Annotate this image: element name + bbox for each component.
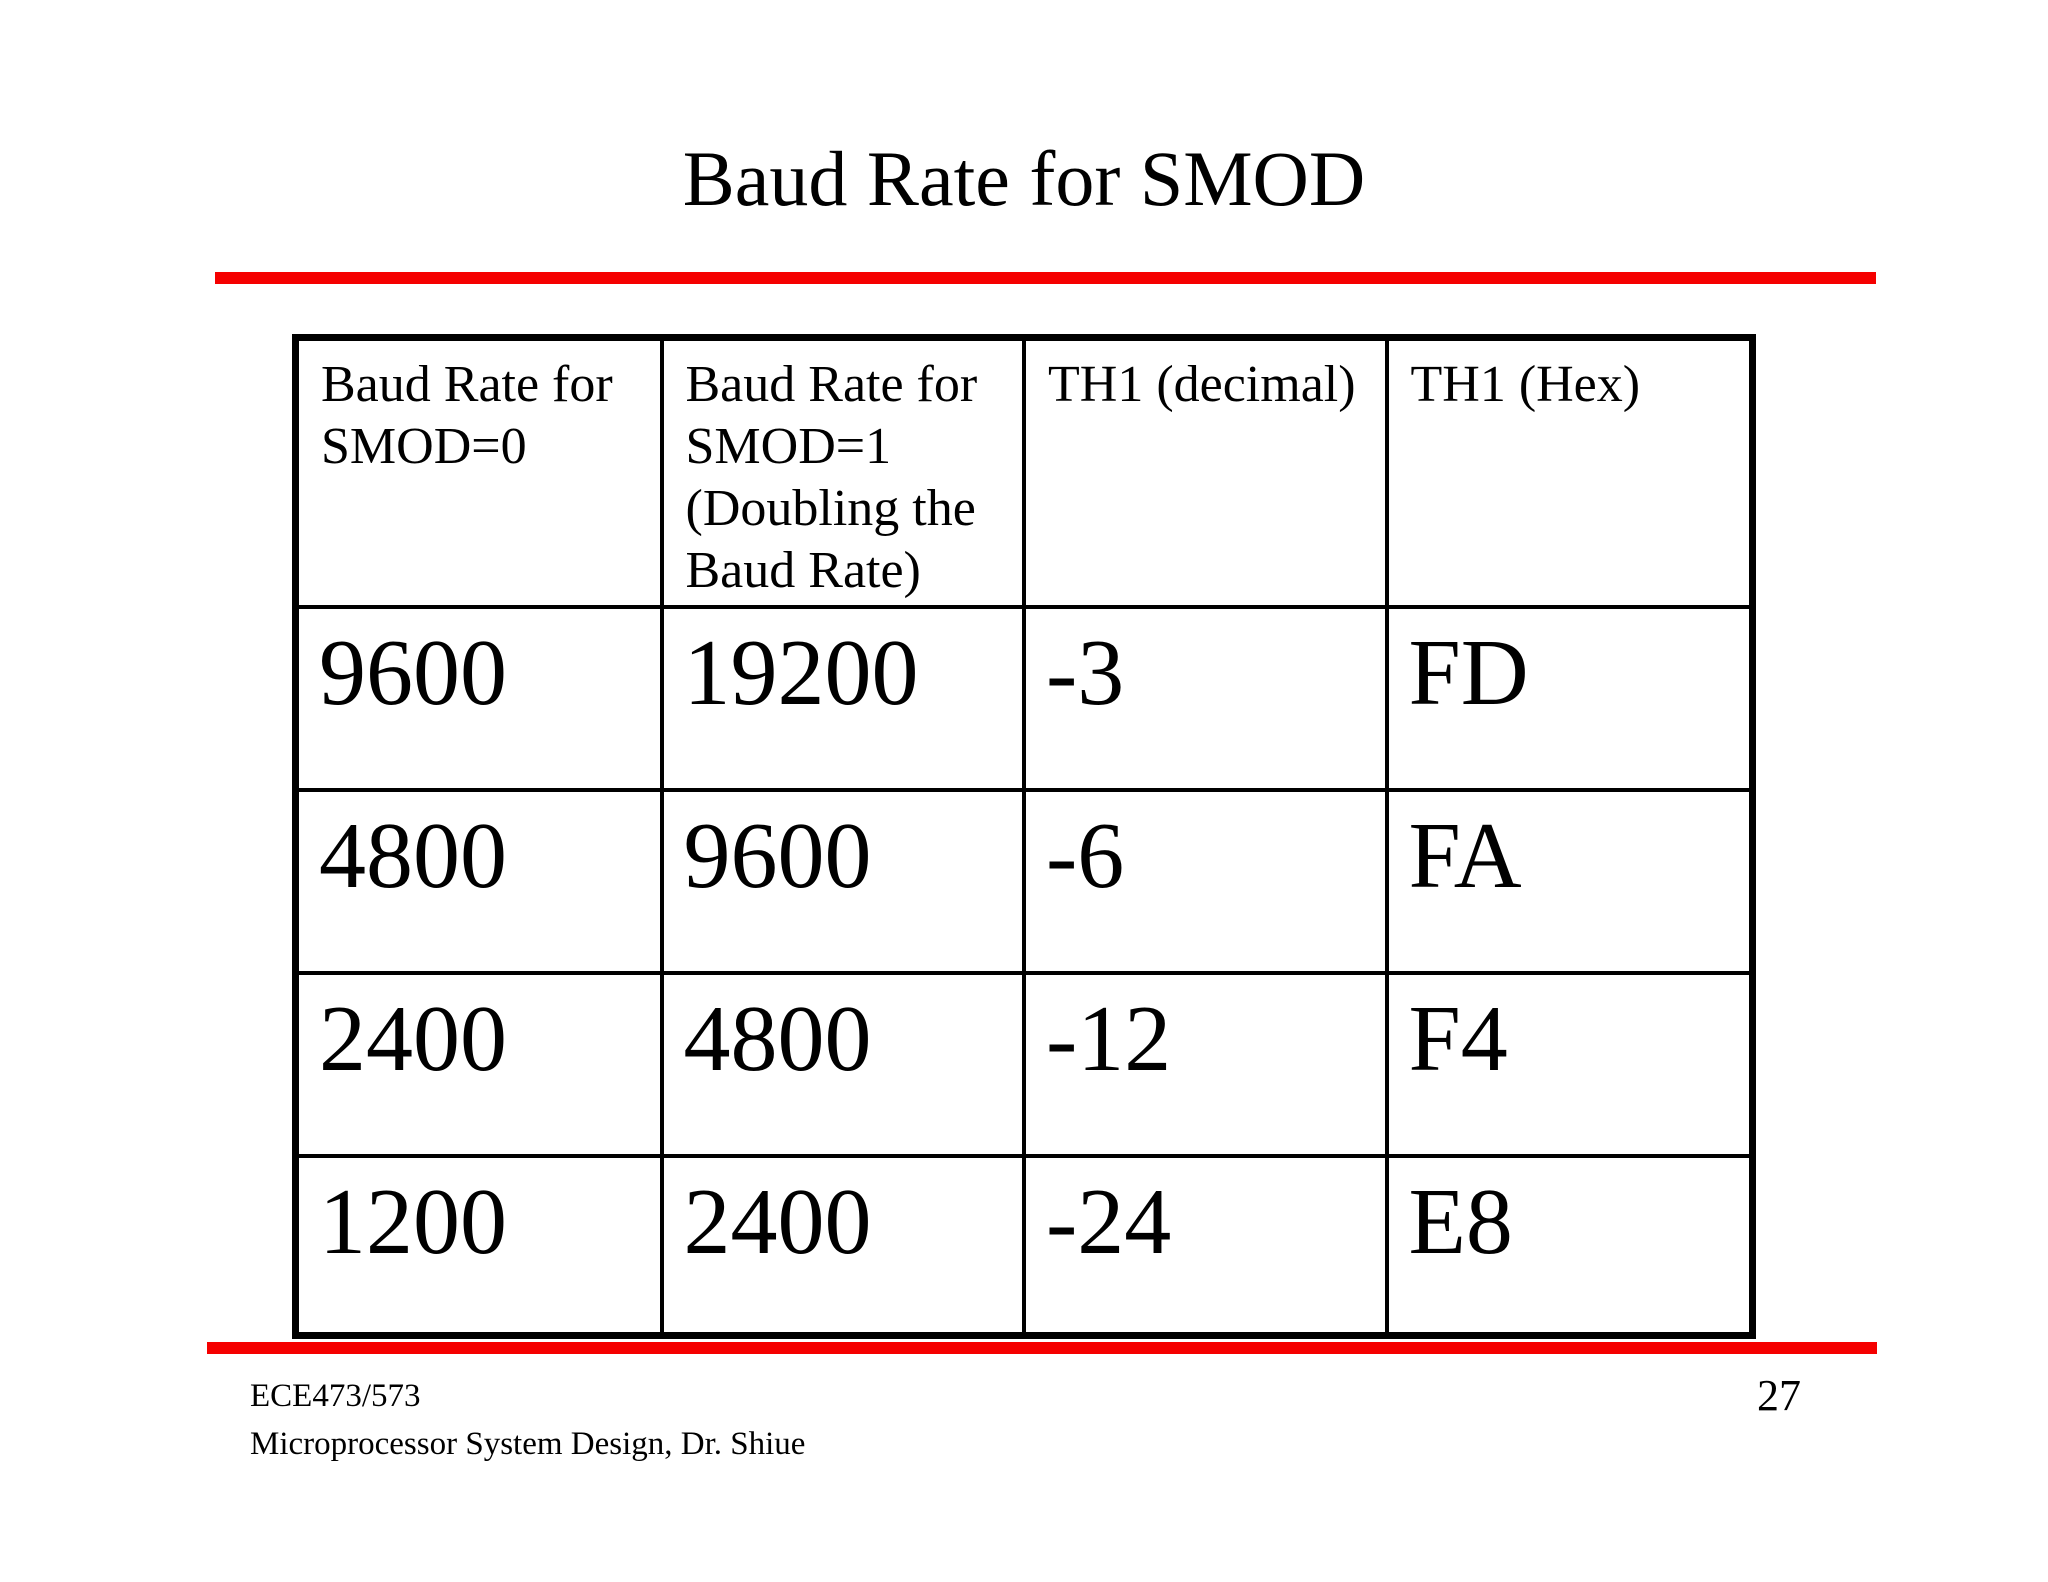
table-row: 1200 2400 -24 E8 [299,1154,1749,1339]
table-row: 2400 4800 -12 F4 [299,971,1749,1158]
footer-course-title: Microprocessor System Design, Dr. Shiue [250,1426,806,1462]
table-cell: FD [1384,605,1749,792]
table-cell: 9600 [299,605,664,792]
footer-course-info: ECE473/573 Microprocessor System Design,… [250,1372,805,1468]
baud-rate-table: Baud Rate for SMOD=0 Baud Rate for SMOD=… [299,341,1749,1339]
table-row: 9600 19200 -3 FD [299,605,1749,792]
table-cell: 4800 [659,971,1026,1158]
title-underline-rule [215,272,1876,284]
slide-title: Baud Rate for SMOD [682,135,1366,222]
table-header-row: Baud Rate for SMOD=0 Baud Rate for SMOD=… [299,341,1749,609]
table-cell: 9600 [659,788,1026,975]
page-number: 27 [1757,1371,1801,1420]
table-cell: -12 [1022,971,1389,1158]
footer-course-code: ECE473/573 [250,1378,421,1414]
table-cell: 1200 [299,1154,664,1339]
col-header-baud-smod1: Baud Rate for SMOD=1 (Doubling the Baud … [659,341,1026,609]
footer-rule [207,1342,1877,1354]
col-header-th1-decimal: TH1 (decimal) [1022,341,1389,609]
table-cell: FA [1384,788,1749,975]
table-cell: F4 [1384,971,1749,1158]
table-cell: 19200 [659,605,1026,792]
table-cell: -6 [1022,788,1389,975]
table-cell: 2400 [299,971,664,1158]
table-row: 4800 9600 -6 FA [299,788,1749,975]
col-header-baud-smod0: Baud Rate for SMOD=0 [299,341,664,609]
col-header-th1-hex: TH1 (Hex) [1384,341,1749,609]
table-cell: E8 [1384,1154,1749,1339]
table-cell: 2400 [659,1154,1026,1339]
table-cell: -3 [1022,605,1389,792]
table-cell: -24 [1022,1154,1389,1339]
table-cell: 4800 [299,788,664,975]
baud-rate-table-frame: Baud Rate for SMOD=0 Baud Rate for SMOD=… [292,334,1756,1339]
